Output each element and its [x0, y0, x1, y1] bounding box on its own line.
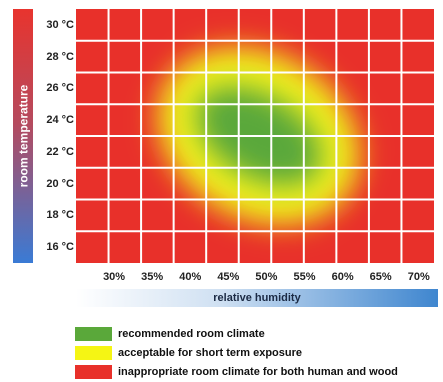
legend-item-recommended: recommended room climate: [75, 325, 398, 342]
y-tick-label: 20 °C: [46, 177, 74, 190]
heatmap-plot: [76, 9, 434, 263]
x-tick-label: 70%: [407, 271, 430, 283]
legend-label: recommended room climate: [118, 327, 265, 340]
y-axis-gradient-bar: [13, 9, 33, 263]
y-tick-label: 30 °C: [46, 18, 74, 31]
legend-item-inappropriate: inappropriate room climate for both huma…: [75, 363, 398, 380]
legend-label: inappropriate room climate for both huma…: [118, 365, 398, 378]
y-tick-label: 22 °C: [46, 145, 74, 158]
y-tick-label: 26 °C: [46, 82, 74, 95]
y-axis-title: room temperature: [16, 84, 31, 188]
legend-swatch-red: [75, 364, 112, 379]
x-tick-label: 45%: [217, 271, 240, 283]
x-axis-title: relative humidity: [213, 292, 301, 304]
y-tick-label: 16 °C: [46, 241, 74, 254]
y-tick-label: 18 °C: [46, 209, 74, 222]
legend-swatch-green: [75, 326, 112, 341]
y-tick-label: 28 °C: [46, 50, 74, 63]
x-axis-gradient-bar: relative humidity: [76, 289, 438, 307]
x-tick-label: 30%: [103, 271, 126, 283]
heatmap-svg: [76, 9, 434, 263]
legend-label: acceptable for short term exposure: [118, 346, 303, 359]
y-tick-label: 24 °C: [46, 114, 74, 127]
x-tick-label: 35%: [141, 271, 164, 283]
legend-item-acceptable: acceptable for short term exposure: [75, 344, 398, 361]
x-tick-label: 60%: [331, 271, 354, 283]
legend-swatch-yellow: [75, 345, 112, 360]
x-tick-label: 50%: [255, 271, 278, 283]
x-tick-label: 55%: [293, 271, 316, 283]
x-tick-label: 65%: [369, 271, 392, 283]
legend: recommended room climate acceptable for …: [75, 325, 398, 382]
x-tick-label: 40%: [179, 271, 202, 283]
